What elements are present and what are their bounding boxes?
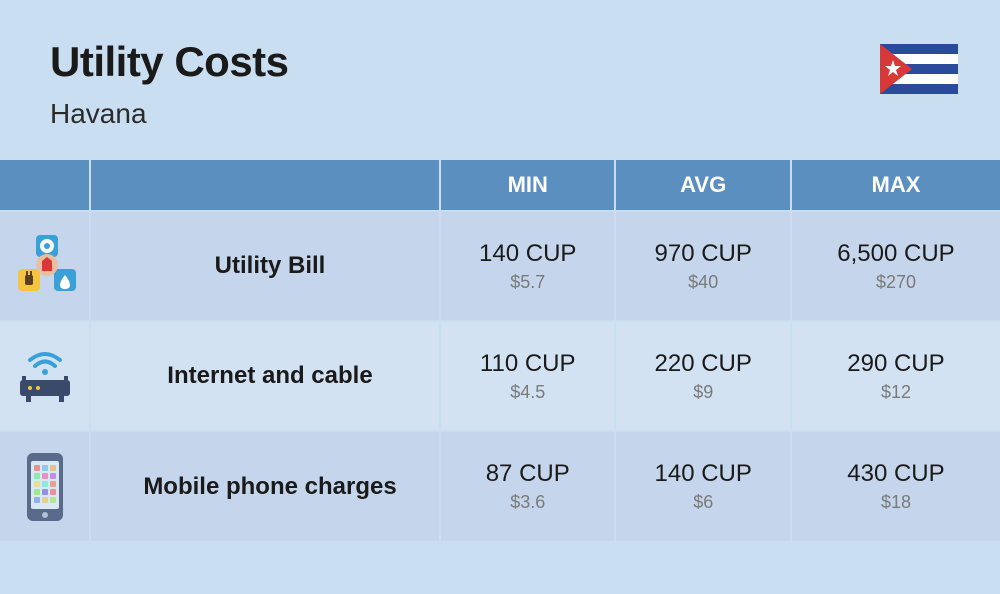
utility-bill-icon [12, 235, 78, 297]
row-label: Utility Bill [90, 211, 440, 321]
value-usd: $3.6 [441, 492, 614, 513]
cell-avg: 970 CUP $40 [615, 211, 790, 321]
col-min-header: MIN [440, 160, 615, 211]
icon-cell [0, 431, 90, 541]
cell-max: 6,500 CUP $270 [791, 211, 1000, 321]
cell-min: 87 CUP $3.6 [440, 431, 615, 541]
icon-cell [0, 321, 90, 431]
cost-table: MIN AVG MAX [0, 160, 1000, 541]
table-row: Mobile phone charges 87 CUP $3.6 140 CUP… [0, 431, 1000, 541]
value-cup: 87 CUP [441, 460, 614, 488]
cell-min: 140 CUP $5.7 [440, 211, 615, 321]
value-cup: 430 CUP [792, 460, 1000, 488]
table-row: Internet and cable 110 CUP $4.5 220 CUP … [0, 321, 1000, 431]
cell-max: 430 CUP $18 [791, 431, 1000, 541]
page-subtitle: Havana [50, 98, 289, 130]
title-block: Utility Costs Havana [50, 38, 289, 130]
value-usd: $18 [792, 492, 1000, 513]
col-icon-header [0, 160, 90, 211]
table-row: Utility Bill 140 CUP $5.7 970 CUP $40 6,… [0, 211, 1000, 321]
cell-avg: 220 CUP $9 [615, 321, 790, 431]
col-max-header: MAX [791, 160, 1000, 211]
col-label-header [90, 160, 440, 211]
icon-cell [0, 211, 90, 321]
row-label: Internet and cable [90, 321, 440, 431]
value-usd: $6 [616, 492, 789, 513]
value-cup: 110 CUP [441, 350, 614, 378]
router-icon [12, 346, 78, 406]
value-cup: 220 CUP [616, 350, 789, 378]
value-usd: $40 [616, 272, 789, 293]
value-cup: 140 CUP [616, 460, 789, 488]
value-usd: $4.5 [441, 382, 614, 403]
page-title: Utility Costs [50, 38, 289, 86]
value-cup: 970 CUP [616, 240, 789, 268]
cell-max: 290 CUP $12 [791, 321, 1000, 431]
cell-avg: 140 CUP $6 [615, 431, 790, 541]
value-usd: $12 [792, 382, 1000, 403]
value-cup: 290 CUP [792, 350, 1000, 378]
flag-icon [880, 44, 958, 94]
row-label: Mobile phone charges [90, 431, 440, 541]
cell-min: 110 CUP $4.5 [440, 321, 615, 431]
value-usd: $5.7 [441, 272, 614, 293]
table-header-row: MIN AVG MAX [0, 160, 1000, 211]
col-avg-header: AVG [615, 160, 790, 211]
value-usd: $270 [792, 272, 1000, 293]
header: Utility Costs Havana [0, 0, 1000, 160]
value-cup: 6,500 CUP [792, 240, 1000, 268]
value-cup: 140 CUP [441, 240, 614, 268]
mobile-phone-icon [23, 451, 67, 523]
value-usd: $9 [616, 382, 789, 403]
